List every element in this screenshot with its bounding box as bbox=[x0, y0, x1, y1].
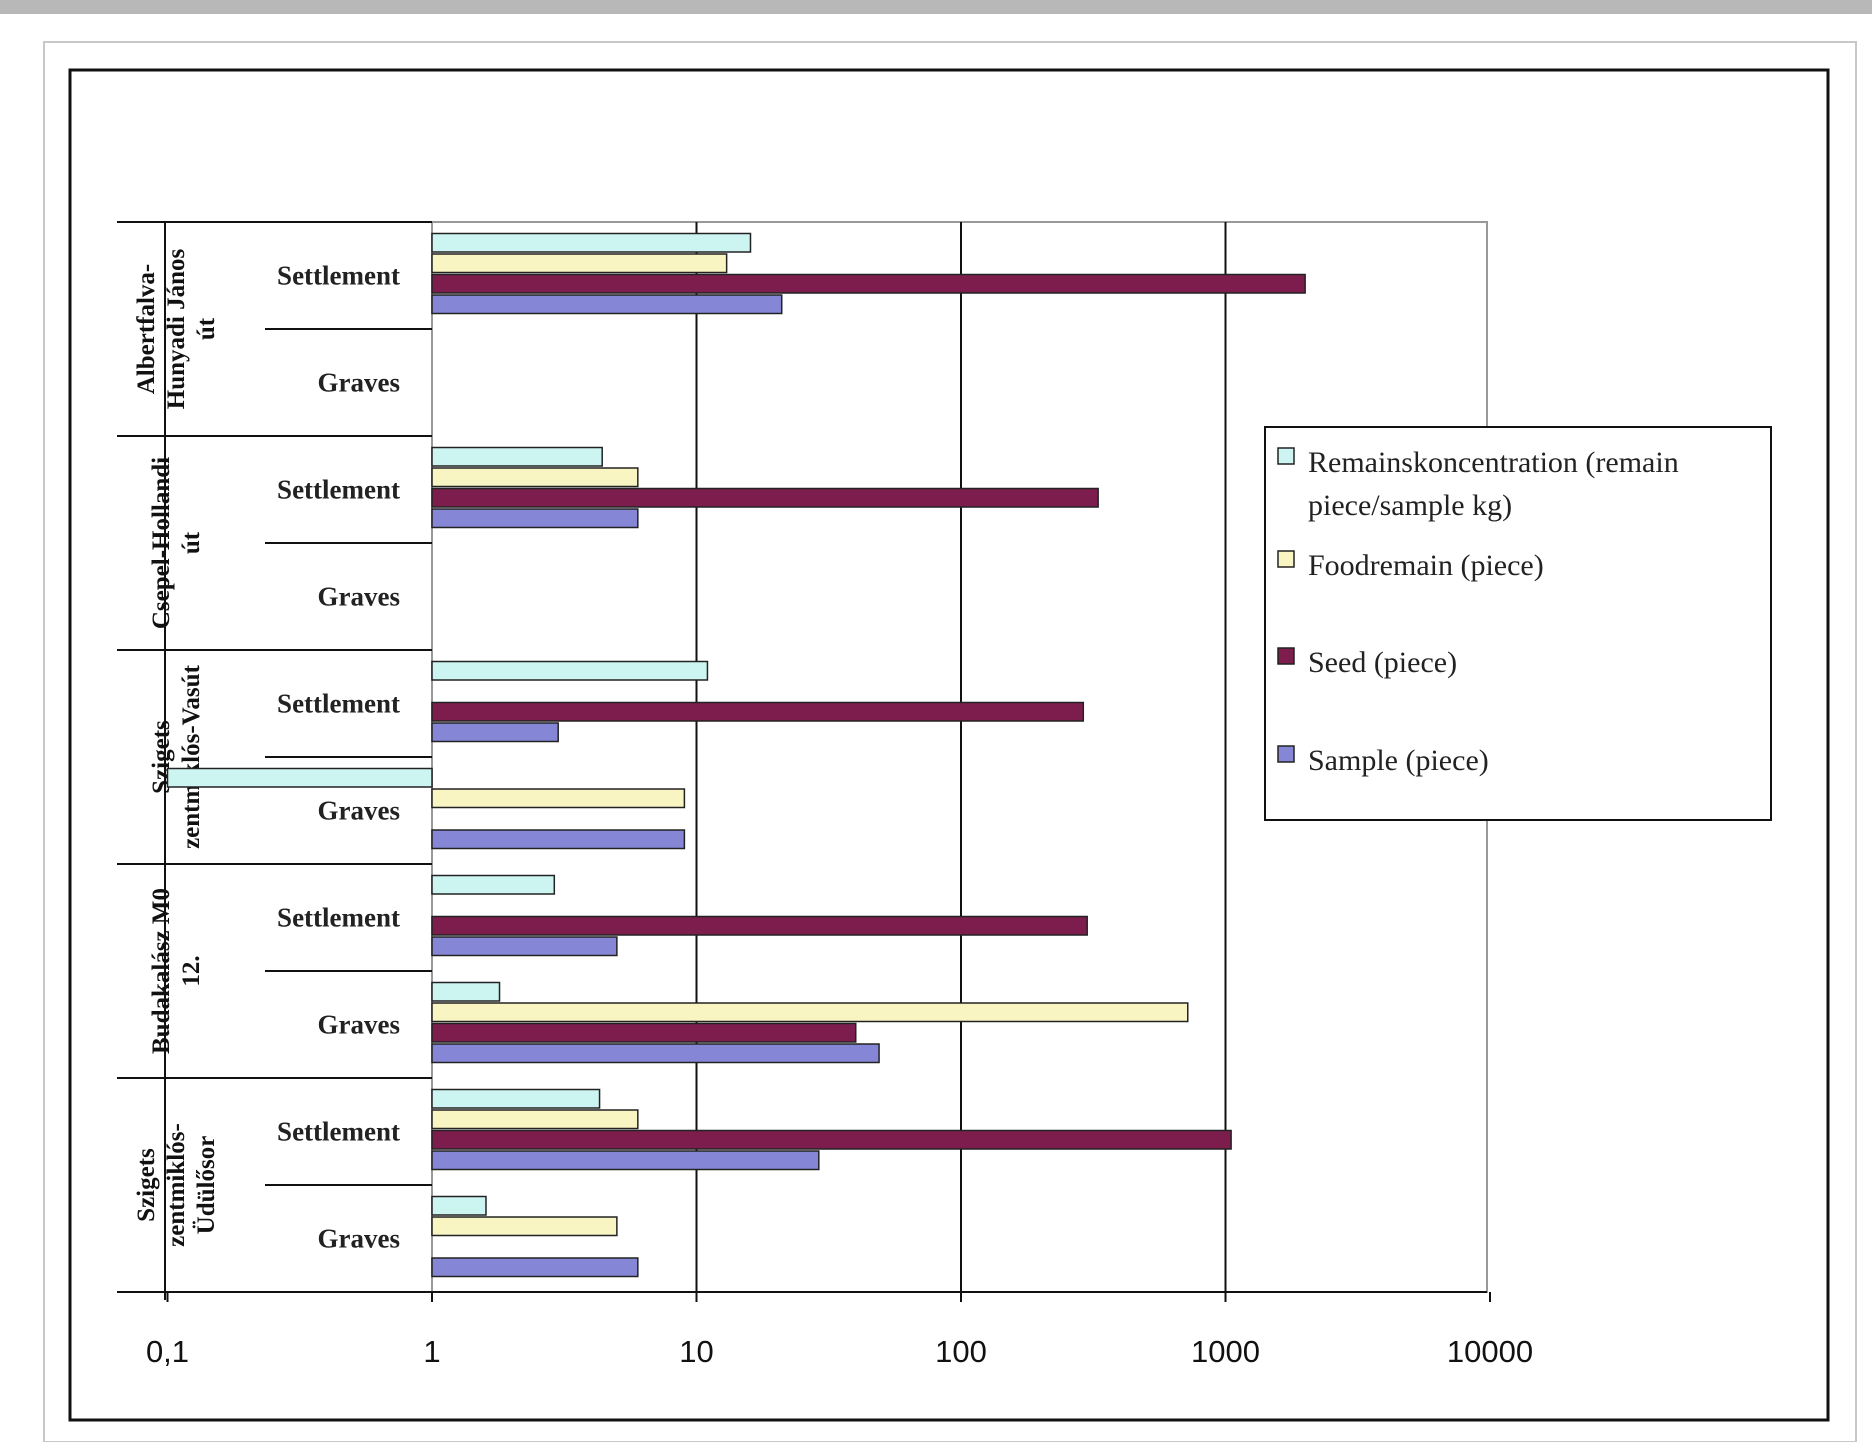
site-label-line: 12. bbox=[178, 955, 205, 986]
x-tick-label: 10000 bbox=[1447, 1334, 1533, 1369]
legend-label-sample: Sample (piece) bbox=[1308, 744, 1489, 777]
legend: Remainskoncentration (remain piece/sample… bbox=[1264, 426, 1772, 821]
bar-remain_concentration bbox=[166, 767, 433, 788]
category-label: Settlement bbox=[277, 1117, 400, 1147]
site-label: Szigets zentmiklós- Üdülősor bbox=[133, 1123, 220, 1247]
x-tick-label: 1 bbox=[423, 1334, 440, 1369]
bar-remain_concentration bbox=[431, 874, 556, 895]
legend-label-line: Foodremain (piece) bbox=[1308, 549, 1544, 582]
site-label-line: út bbox=[178, 531, 205, 554]
category-label: Graves bbox=[318, 368, 400, 398]
legend-label-line: Seed (piece) bbox=[1308, 646, 1457, 679]
legend-swatch-remain_concentration bbox=[1277, 447, 1295, 465]
category-label: Settlement bbox=[277, 689, 400, 719]
site-label-line: Albertfalva- bbox=[133, 264, 160, 395]
bar-sample bbox=[431, 508, 639, 529]
bars bbox=[166, 232, 1306, 1278]
site-label: Szigets zentmiklós-Vasút bbox=[148, 664, 205, 848]
category-label: Settlement bbox=[277, 261, 400, 291]
legend-label-seed: Seed (piece) bbox=[1308, 646, 1457, 679]
bar-sample bbox=[431, 829, 686, 850]
x-tick-label: 10 bbox=[679, 1334, 713, 1369]
bar-seed bbox=[431, 915, 1088, 936]
legend-label-line: piece/sample kg) bbox=[1308, 489, 1512, 522]
bar-food_remain bbox=[431, 253, 728, 274]
bar-sample bbox=[431, 1043, 880, 1064]
bar-food_remain bbox=[431, 1216, 618, 1237]
category-label-table: Albertfalva- Hunyadi János útSettlementGra… bbox=[117, 221, 432, 1300]
category-label: Graves bbox=[318, 582, 400, 612]
site-label-line: Hunyadi János bbox=[163, 248, 190, 409]
legend-label-line: Remainskoncentration (remain bbox=[1308, 446, 1679, 479]
site-label: Albertfalva- Hunyadi János út bbox=[133, 248, 220, 409]
site-label-line: zentmiklós- bbox=[163, 1123, 190, 1247]
bar-sample bbox=[431, 936, 618, 957]
site-label-line: Csepel-Hollandi bbox=[148, 457, 175, 629]
x-axis: 0,1 1 10 100 1000 10000 bbox=[117, 1291, 1533, 1369]
bar-remain_concentration bbox=[431, 446, 603, 467]
category-label: Graves bbox=[318, 1224, 400, 1254]
bar-seed bbox=[431, 1129, 1232, 1150]
x-tick-label: 1000 bbox=[1191, 1334, 1260, 1369]
site-label-line: Szigets bbox=[133, 1148, 160, 1222]
legend-label-remain_concentration: Remainskoncentration (remain piece/sample… bbox=[1308, 446, 1679, 522]
site-label-line: Budakalász M0 bbox=[148, 888, 175, 1054]
bar-sample bbox=[431, 1257, 639, 1278]
bar-seed bbox=[431, 487, 1099, 508]
x-tick-label: 0,1 bbox=[146, 1334, 189, 1369]
bar-food_remain bbox=[431, 788, 686, 809]
bar-remain_concentration bbox=[431, 1088, 601, 1109]
top-strip bbox=[0, 0, 1872, 14]
bar-sample bbox=[431, 294, 783, 315]
category-label: Graves bbox=[318, 1010, 400, 1040]
bar-food_remain bbox=[431, 1002, 1189, 1023]
legend-swatch-sample bbox=[1277, 745, 1295, 763]
site-label: Budakalász M0 12. bbox=[148, 888, 205, 1054]
bar-food_remain bbox=[431, 467, 639, 488]
site-label-line: út bbox=[193, 317, 220, 340]
legend-label-food_remain: Foodremain (piece) bbox=[1308, 549, 1544, 582]
bar-remain_concentration bbox=[431, 1195, 487, 1216]
category-label: Settlement bbox=[277, 475, 400, 505]
bar-food_remain bbox=[431, 1109, 639, 1130]
bar-remain_concentration bbox=[431, 232, 752, 253]
site-label: Csepel-Hollandi út bbox=[148, 457, 205, 629]
legend-label-line: Sample (piece) bbox=[1308, 744, 1489, 777]
bar-remain_concentration bbox=[431, 660, 709, 681]
category-label: Graves bbox=[318, 796, 400, 826]
site-label-line: Üdülősor bbox=[193, 1136, 220, 1235]
site-label-line: zentmiklós-Vasút bbox=[178, 664, 205, 848]
gridlines bbox=[695, 222, 1227, 1292]
legend-box bbox=[1264, 426, 1772, 821]
bar-seed bbox=[431, 1022, 857, 1043]
bar-sample bbox=[431, 1150, 820, 1171]
legend-swatch-seed bbox=[1277, 647, 1295, 665]
bar-sample bbox=[431, 722, 559, 743]
x-tick-label: 100 bbox=[935, 1334, 987, 1369]
legend-swatch-food_remain bbox=[1277, 550, 1295, 568]
bar-seed bbox=[431, 701, 1085, 722]
category-label: Settlement bbox=[277, 903, 400, 933]
bar-seed bbox=[431, 273, 1306, 294]
bar-remain_concentration bbox=[431, 981, 501, 1002]
